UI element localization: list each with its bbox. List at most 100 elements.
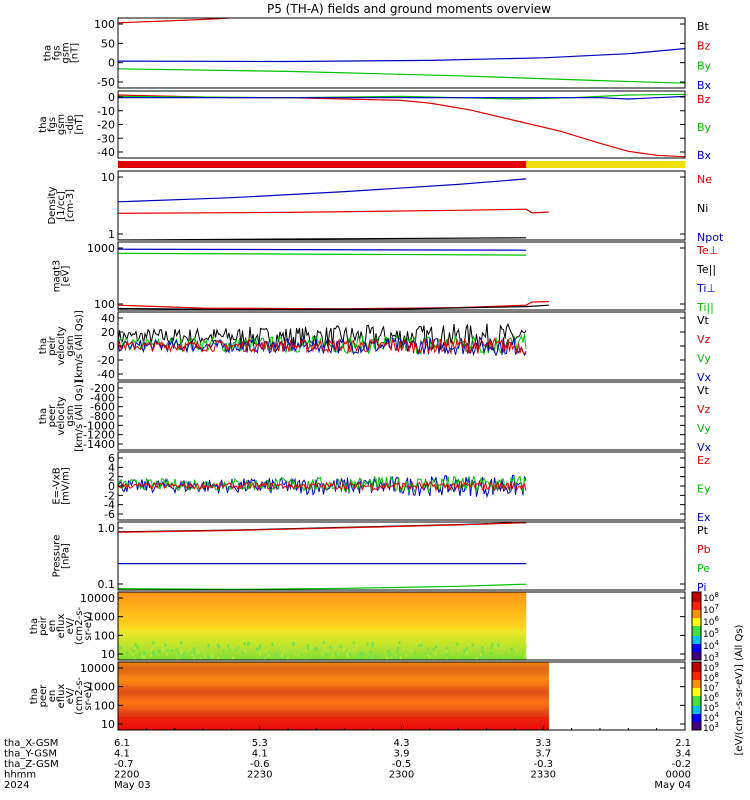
spectrogram-band	[118, 670, 549, 673]
x-column-value: -0.6	[250, 759, 270, 770]
spectrogram-pixel	[323, 648, 326, 652]
spectrogram-band	[118, 656, 527, 659]
spectrogram-band	[118, 672, 549, 675]
spectrogram-pixel	[348, 653, 351, 657]
y-axis-label: tha	[38, 116, 49, 132]
spectrogram-pixel	[131, 652, 134, 656]
y-tick-label: 0	[108, 57, 115, 70]
colorbar-cell	[692, 602, 701, 605]
y-tick-label: -2	[104, 489, 115, 502]
spectrogram-pixel	[222, 649, 225, 653]
spectrogram-pixel	[264, 649, 267, 653]
colorbar-frame	[691, 661, 702, 731]
spectrogram-pixel	[471, 658, 474, 660]
colorbar-cell	[692, 626, 701, 629]
spectrogram-pixel	[188, 648, 191, 652]
colorbar-cell	[692, 598, 701, 601]
spectrogram-pixel	[355, 645, 358, 649]
spectrogram-band	[118, 679, 549, 682]
x-column-value: May 04	[654, 780, 691, 791]
colorbar-cell	[692, 712, 701, 715]
spectrogram-pixel	[445, 657, 448, 660]
spectrogram-band	[118, 663, 549, 666]
y-axis-label: en	[47, 690, 58, 703]
spectrogram-pixel	[268, 651, 271, 655]
x-column-value: 2330	[531, 770, 556, 781]
colorbar-cell	[692, 642, 701, 645]
y-axis-label: [nT]	[74, 114, 85, 134]
y-tick-label: -30	[97, 132, 115, 145]
spectrogram-pixel	[164, 643, 167, 647]
panel-content	[118, 592, 527, 660]
spectrogram-pixel	[287, 656, 290, 660]
spectrogram-band	[118, 603, 527, 607]
colorbar-cell	[692, 680, 701, 683]
y-tick-label: -1400	[83, 438, 115, 451]
spectrogram-pixel	[261, 656, 264, 660]
spectrogram-pixel	[446, 653, 449, 657]
spectrogram-pixel	[497, 643, 500, 647]
y-tick-label: -40	[97, 368, 115, 381]
colorbar-cell	[692, 656, 701, 659]
colorbar-cell	[692, 726, 701, 729]
spectrogram-band	[118, 614, 527, 617]
colorbar-cell	[692, 686, 701, 689]
colorbar-cell	[692, 694, 701, 697]
series-By	[118, 68, 685, 84]
spectrogram-pixel	[494, 646, 497, 650]
spectrogram-band	[118, 600, 527, 603]
spectrogram-pixel	[426, 652, 429, 656]
x-column-value: -0.5	[392, 759, 412, 770]
spectrogram-pixel	[314, 641, 317, 645]
spectrogram-pixel	[389, 655, 392, 659]
spectrogram-pixel	[360, 656, 363, 660]
y-tick-label: 0	[108, 91, 115, 104]
spectrogram-pixel	[318, 656, 321, 660]
spectrogram-pixel	[313, 645, 316, 649]
spectrogram-band	[118, 622, 527, 625]
y-tick-label: 0	[108, 480, 115, 493]
y-axis-label: [km/s (All Qs)]	[74, 310, 85, 382]
y-tick-label: 10000	[80, 662, 115, 675]
spectrogram-pixel	[483, 656, 486, 660]
spectrogram-pixel	[420, 643, 423, 647]
spectrogram-pixel	[360, 651, 363, 655]
spectrogram-pixel	[241, 651, 244, 655]
spectrogram-band	[118, 687, 549, 690]
spectrogram-pixel	[435, 641, 438, 645]
x-row-label: tha_X-GSM	[4, 738, 58, 749]
spectrogram-pixel	[143, 656, 146, 660]
y-axis-label: peer	[47, 404, 58, 428]
spectrogram-band	[118, 707, 549, 711]
series-Te||	[118, 304, 549, 310]
spectrogram-band	[118, 719, 549, 723]
spectrogram-band	[118, 692, 549, 695]
y-tick-label: -40	[97, 146, 115, 159]
y-tick-label: 1000	[87, 611, 115, 624]
y-axis-label: tha	[29, 618, 40, 634]
spectrogram-pixel	[354, 647, 357, 651]
spectrogram-pixel	[211, 655, 214, 659]
spectrogram-pixel	[268, 653, 271, 657]
spectrogram-pixel	[175, 648, 178, 652]
legend-Ex: Ex	[697, 511, 711, 524]
y-tick-label: 100	[94, 629, 115, 642]
spectrogram-band	[118, 721, 549, 724]
spectrogram-pixel	[200, 657, 203, 660]
colorbar-cell	[692, 636, 701, 639]
spectrogram-pixel	[523, 643, 526, 647]
spectrogram-pixel	[334, 646, 337, 650]
y-tick-label: 50	[101, 37, 115, 50]
spectrogram-pixel	[371, 644, 374, 648]
series-Ti⊥	[118, 248, 527, 251]
panel-content	[118, 522, 527, 590]
spectrogram-pixel	[465, 650, 468, 654]
spectrogram-band	[118, 694, 549, 697]
spectrogram-pixel	[490, 645, 493, 649]
spectrogram-pixel	[358, 657, 361, 660]
colorbar-cell	[692, 606, 701, 609]
y-tick-label: -800	[90, 410, 115, 423]
spectrogram-pixel	[235, 648, 238, 652]
